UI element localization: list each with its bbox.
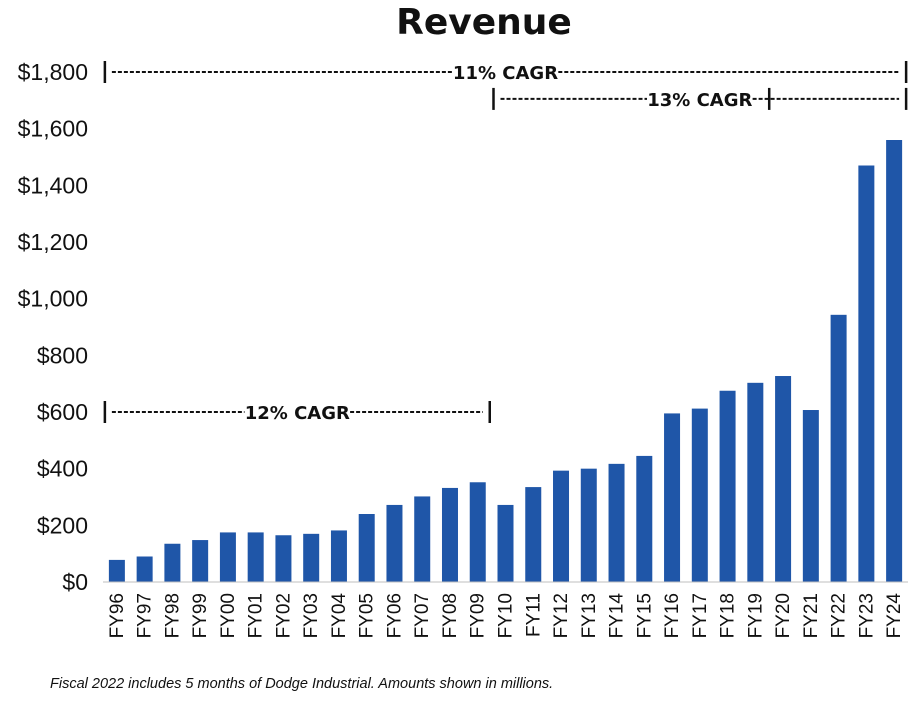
x-tick-label: FY12 [551, 593, 572, 638]
bar-fy23 [858, 165, 875, 582]
bar-fy01 [247, 532, 264, 582]
y-tick-label: $1,400 [18, 172, 88, 198]
x-tick-label: FY21 [801, 593, 822, 638]
cagr-label: 11% CAGR [453, 63, 558, 84]
x-tick-label: FY01 [246, 593, 267, 638]
bar-fy04 [330, 530, 347, 582]
bar-fy21 [802, 410, 819, 582]
bar-fy17 [691, 408, 708, 582]
x-tick-label: FY06 [384, 593, 405, 638]
footnote: Fiscal 2022 includes 5 months of Dodge I… [50, 676, 554, 692]
x-tick-label: FY98 [162, 593, 183, 638]
x-tick-label: FY20 [773, 593, 794, 638]
bar-fy15 [636, 455, 653, 582]
x-tick-label: FY24 [884, 593, 905, 639]
x-axis: FY96 FY97 FY98 FY99 FY00 FY01 FY02 FY03 FY04 FY05… [103, 581, 908, 639]
bar-fy08 [441, 487, 458, 582]
bar-fy00 [219, 532, 236, 582]
bars [108, 140, 903, 582]
x-tick-label: FY07 [412, 593, 433, 638]
x-tick-label: FY23 [856, 593, 877, 638]
bar-fy97 [136, 556, 153, 582]
x-tick-label: FY10 [496, 593, 517, 638]
bar-fy14 [608, 463, 625, 582]
x-tick-label: FY09 [468, 593, 489, 638]
bar-fy24 [886, 140, 903, 582]
y-tick-label: $400 [37, 456, 88, 482]
x-tick-label: FY17 [690, 593, 711, 638]
bar-fy20 [775, 376, 792, 582]
y-axis: $0 $200 $400 $600 $800 $1,000 $1,200 $1,400 $1,6… [18, 59, 88, 595]
chart-title: Revenue [396, 2, 572, 43]
x-tick-label: FY96 [107, 593, 128, 638]
x-tick-label: FY22 [829, 593, 850, 638]
bar-fy13 [580, 468, 597, 582]
bar-fy18 [719, 390, 736, 582]
x-tick-label: FY03 [301, 593, 322, 638]
x-tick-label: FY11 [523, 593, 544, 637]
bar-fy99 [192, 540, 209, 582]
cagr-annotations: 11% CAGR 13% CAGR 12% CAGR [103, 61, 908, 424]
bar-fy16 [664, 413, 681, 582]
y-tick-label: $1,200 [18, 229, 88, 255]
cagr-annotation: 11% CAGR [103, 61, 908, 84]
x-tick-label: FY08 [440, 593, 461, 638]
bar-fy11 [525, 487, 542, 582]
cagr-label: 12% CAGR [245, 403, 350, 424]
x-tick-label: FY05 [357, 593, 378, 638]
x-tick-label: FY04 [329, 593, 350, 639]
x-tick-label: FY14 [607, 593, 628, 639]
x-tick-label: FY97 [135, 593, 156, 638]
cagr-annotation: 13% CAGR [492, 87, 908, 111]
bar-fy12 [553, 470, 570, 582]
cagr-annotation: 12% CAGR [103, 401, 491, 424]
bar-fy03 [303, 533, 320, 582]
bar-fy07 [414, 496, 431, 582]
bar-fy09 [469, 482, 486, 582]
y-tick-label: $1,600 [18, 116, 88, 142]
y-tick-label: $1,800 [18, 59, 88, 85]
y-tick-label: $0 [62, 569, 88, 595]
x-tick-label: FY02 [273, 593, 294, 638]
bar-fy19 [747, 382, 764, 582]
y-tick-label: $600 [37, 399, 88, 425]
x-tick-label: FY18 [718, 593, 739, 638]
x-tick-label: FY19 [745, 593, 766, 638]
x-tick-label: FY99 [190, 593, 211, 638]
bar-fy98 [164, 543, 181, 582]
x-tick-label: FY16 [662, 593, 683, 638]
bar-fy05 [358, 514, 375, 582]
bar-fy02 [275, 535, 292, 582]
bar-fy10 [497, 504, 514, 582]
bar-fy96 [108, 559, 125, 582]
y-tick-label: $800 [37, 342, 88, 368]
y-tick-label: $1,000 [18, 286, 88, 312]
revenue-chart: Revenue $0 $200 $400 $600 $800 $1,000 $1,200 $1… [18, 2, 908, 639]
x-tick-label: FY00 [218, 593, 239, 638]
x-tick-label: FY15 [634, 593, 655, 638]
bar-fy06 [386, 504, 403, 582]
x-tick-label: FY13 [579, 593, 600, 638]
y-tick-label: $200 [37, 512, 88, 538]
bar-fy22 [830, 314, 847, 582]
cagr-label: 13% CAGR [647, 90, 752, 111]
